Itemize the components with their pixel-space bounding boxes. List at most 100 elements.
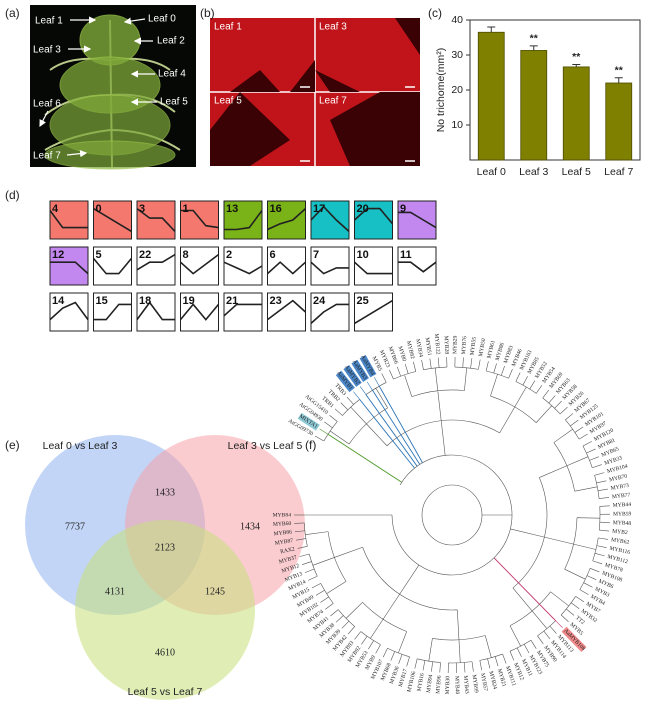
leaf-label: Leaf 0 (148, 14, 176, 25)
profile-box (267, 200, 306, 240)
leaf-stem (594, 553, 605, 557)
leaf-name: MYB43 (462, 675, 470, 694)
leaf-stem (549, 625, 557, 634)
leaf-stem (555, 620, 563, 629)
leaf-stem (599, 497, 610, 499)
leaf-stem (592, 560, 603, 565)
leaf-label: Leaf 1 (35, 16, 63, 27)
tree-leaf: MYB36 (389, 665, 401, 684)
leaf-name: MYB33 (604, 455, 623, 467)
leaf-stem (523, 644, 530, 654)
leaf-stem (366, 381, 373, 391)
leaf-name: MYB57 (479, 673, 488, 692)
profile-line (310, 261, 349, 275)
tree-leaf: MYB70 (609, 473, 628, 483)
leaf-name: MYB70 (609, 473, 628, 483)
tree-leaf: MYB96 (435, 675, 442, 694)
highlight-branch (372, 389, 421, 465)
leaf-name: MYB112 (607, 554, 629, 565)
leaf-name: MYB16 (416, 673, 425, 692)
profile-line (136, 253, 176, 271)
leaf-arrow (39, 110, 49, 128)
leaf-stem (596, 480, 607, 484)
y-tick-label: 40 (451, 14, 463, 26)
leaf-stem (346, 396, 354, 405)
venn-count: 1434 (240, 521, 260, 532)
profile-line (266, 261, 307, 275)
leaf-stem (421, 359, 424, 370)
leaf-name: MYB73 (610, 483, 629, 492)
leaf-stem (537, 635, 544, 645)
leaf-stem (381, 373, 387, 383)
tree-leaf: MYB116 (609, 546, 631, 556)
leaf-label: Leaf 7 (33, 151, 61, 162)
leaf-name: MYB78 (604, 562, 623, 573)
leaf-name: MYB122 (433, 333, 441, 355)
profile-line (179, 253, 219, 275)
error-bar (572, 63, 581, 67)
leaf-stem (522, 376, 528, 386)
leaf-stem (347, 626, 355, 635)
y-tick-label: 10 (451, 119, 463, 131)
profile-id: 16 (270, 203, 282, 215)
profile-id: 11 (400, 249, 412, 261)
leaf-stem (485, 361, 489, 372)
profile-id: 12 (52, 249, 64, 261)
profile-id: 13 (226, 203, 238, 215)
x-tick-label: Leaf 5 (562, 166, 591, 178)
profile-line (353, 207, 394, 225)
tree-leaf: MYB87 (275, 538, 294, 547)
leaf-stem (494, 656, 499, 667)
leaf-stem (429, 358, 432, 369)
profile-id: 3 (139, 203, 145, 215)
leaf-stem (470, 358, 473, 369)
leaf-label: Leaf 3 (33, 45, 61, 56)
bar (520, 50, 548, 161)
leaf-stem (398, 654, 403, 664)
profile-id: 4 (52, 203, 59, 215)
profile-line (310, 205, 350, 232)
leaf-stem (566, 608, 575, 616)
bar (605, 82, 633, 161)
profile-id: 17 (313, 203, 325, 215)
leaf-label: Leaf 4 (158, 69, 186, 80)
leaf-stem (570, 419, 579, 427)
profile-line (92, 257, 133, 275)
error-bar (487, 26, 496, 33)
leaf-highlight (297, 412, 320, 431)
tree-leaf: RAX2 (280, 546, 296, 555)
leaf-stem (320, 596, 329, 603)
leaf-name: MYB0 (397, 346, 407, 363)
leaf-name: MYB59 (613, 511, 632, 517)
leaf-highlight (335, 370, 355, 393)
tree-leaf: MYB12 (281, 563, 300, 575)
leaf-arrow (123, 17, 146, 25)
tree-leaf: MYB48 (613, 520, 632, 527)
y-axis-label: No trichome(mm²) (435, 48, 447, 133)
leaf-stem (301, 561, 312, 565)
profile-line (180, 209, 219, 229)
leaf-name: TT2 (574, 615, 585, 626)
venn-count: 4131 (105, 586, 125, 597)
leaf-stem (542, 389, 550, 399)
leaf-stem (582, 441, 592, 447)
leaf-stem (516, 647, 522, 658)
leaf-name: MYB86 (273, 529, 292, 537)
tree-leaf: MYB29 (452, 335, 458, 354)
leaf-arrow (66, 150, 88, 158)
leaf-name: MYB2 (612, 529, 628, 537)
leaf-stem (575, 596, 585, 603)
leaf-stem (311, 583, 321, 589)
leaf-stem (374, 377, 380, 387)
leaf-name: MYB82 (405, 340, 415, 359)
leaf-name: MYB96 (435, 675, 442, 694)
tree-leaf: MYB77 (612, 492, 631, 500)
leaf-stem (596, 545, 607, 548)
tree-leaf: MYB61 (486, 340, 496, 359)
tree-leaf: MYB94 (426, 674, 434, 693)
profile-id: 18 (139, 295, 151, 307)
leaf-name: MYB17 (398, 668, 409, 687)
tree-branches (303, 366, 601, 664)
micrograph-label: Leaf 5 (214, 96, 242, 107)
tree-leaf: MYB17 (398, 668, 409, 687)
